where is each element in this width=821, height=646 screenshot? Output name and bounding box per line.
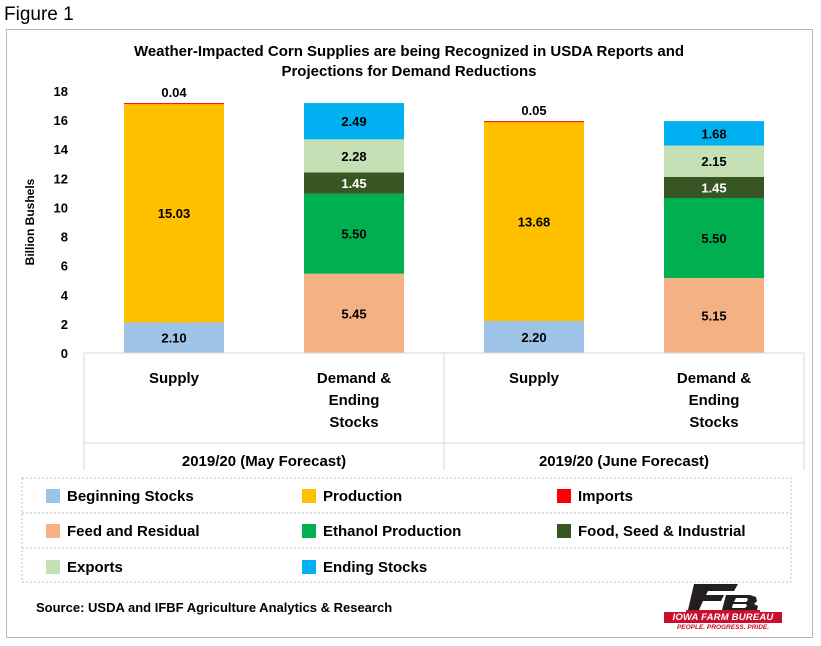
category-label: Stocks	[689, 414, 738, 431]
chart-title-line: Projections for Demand Reductions	[281, 63, 536, 80]
legend-box	[21, 477, 792, 583]
data-label: 15.03	[158, 206, 191, 221]
y-tick-label: 2	[61, 317, 68, 332]
y-tick-label: 14	[54, 142, 69, 157]
data-label: 2.20	[521, 330, 546, 345]
data-label: 2.15	[701, 154, 726, 169]
data-label: 1.45	[701, 180, 726, 195]
bar-segment	[304, 103, 404, 140]
logo-tagline: PEOPLE. PROGRESS. PRIDE.	[676, 624, 770, 631]
legend-label: Exports	[67, 559, 123, 576]
data-label: 2.10	[161, 331, 186, 346]
bar-segment	[304, 273, 404, 353]
legend-swatch	[46, 560, 60, 574]
y-tick-label: 8	[61, 230, 68, 245]
bar-segment	[124, 103, 224, 105]
category-label: Supply	[149, 370, 200, 387]
figure-label: Figure 1	[4, 4, 74, 25]
logo-name: IOWA FARM BUREAU	[664, 612, 782, 623]
data-label: 1.45	[341, 176, 366, 191]
legend-swatch	[46, 489, 60, 503]
bar-segment	[484, 320, 584, 353]
y-tick-label: 4	[61, 288, 69, 303]
y-tick-label: 0	[61, 346, 68, 361]
legend-label: Ethanol Production	[323, 523, 461, 540]
y-tick-label: 12	[54, 171, 68, 186]
bar-segment	[304, 139, 404, 173]
legend-label: Food, Seed & Industrial	[578, 523, 746, 540]
data-label: 0.04	[161, 85, 187, 100]
legend-swatch	[557, 524, 571, 538]
legend-swatch	[302, 560, 316, 574]
data-label: 5.45	[341, 306, 366, 321]
bar-segment	[304, 172, 404, 194]
group-label: 2019/20 (June Forecast)	[539, 453, 709, 470]
legend-label: Imports	[578, 488, 633, 505]
fb-emblem-icon	[686, 584, 760, 612]
category-label: Demand &	[317, 370, 391, 387]
chart-title-line: Weather-Impacted Corn Supplies are being…	[134, 43, 684, 60]
y-tick-label: 18	[54, 84, 68, 99]
legend-swatch	[302, 524, 316, 538]
data-label: 0.05	[521, 103, 546, 118]
bar-segment	[124, 103, 224, 323]
bar-segment	[124, 322, 224, 353]
y-tick-label: 10	[54, 200, 68, 215]
bar-segment	[664, 121, 764, 146]
data-label: 5.50	[341, 227, 366, 242]
data-label: 5.50	[701, 231, 726, 246]
legend-label: Ending Stocks	[323, 559, 427, 576]
data-label: 2.28	[341, 149, 366, 164]
category-label: Stocks	[329, 414, 378, 431]
y-tick-label: 16	[54, 113, 68, 128]
data-label: 2.49	[341, 114, 366, 129]
legend-swatch	[557, 489, 571, 503]
bar-segment	[664, 145, 764, 177]
bar-segment	[664, 197, 764, 279]
legend-label: Production	[323, 488, 402, 505]
source-note: Source: USDA and IFBF Agriculture Analyt…	[36, 600, 393, 615]
legend-swatch	[302, 489, 316, 503]
y-axis-label: Billion Bushels	[23, 178, 37, 265]
iowa-farm-bureau-logo: IOWA FARM BUREAU PEOPLE. PROGRESS. PRIDE…	[664, 582, 782, 634]
bar-segment	[484, 121, 584, 123]
legend-label: Beginning Stocks	[67, 488, 194, 505]
bar-segment	[664, 176, 764, 198]
legend-label: Feed and Residual	[67, 523, 200, 540]
data-label: 5.15	[701, 309, 726, 324]
group-label: 2019/20 (May Forecast)	[182, 453, 346, 470]
category-label: Ending	[689, 392, 740, 409]
bar-segment	[484, 121, 584, 321]
category-label: Ending	[329, 392, 380, 409]
data-label: 1.68	[701, 126, 726, 141]
y-tick-label: 6	[61, 259, 68, 274]
category-label: Demand &	[677, 370, 751, 387]
legend-swatch	[46, 524, 60, 538]
bar-segment	[304, 193, 404, 274]
bar-segment	[664, 278, 764, 353]
category-label: Supply	[509, 370, 560, 387]
data-label: 13.68	[518, 214, 551, 229]
